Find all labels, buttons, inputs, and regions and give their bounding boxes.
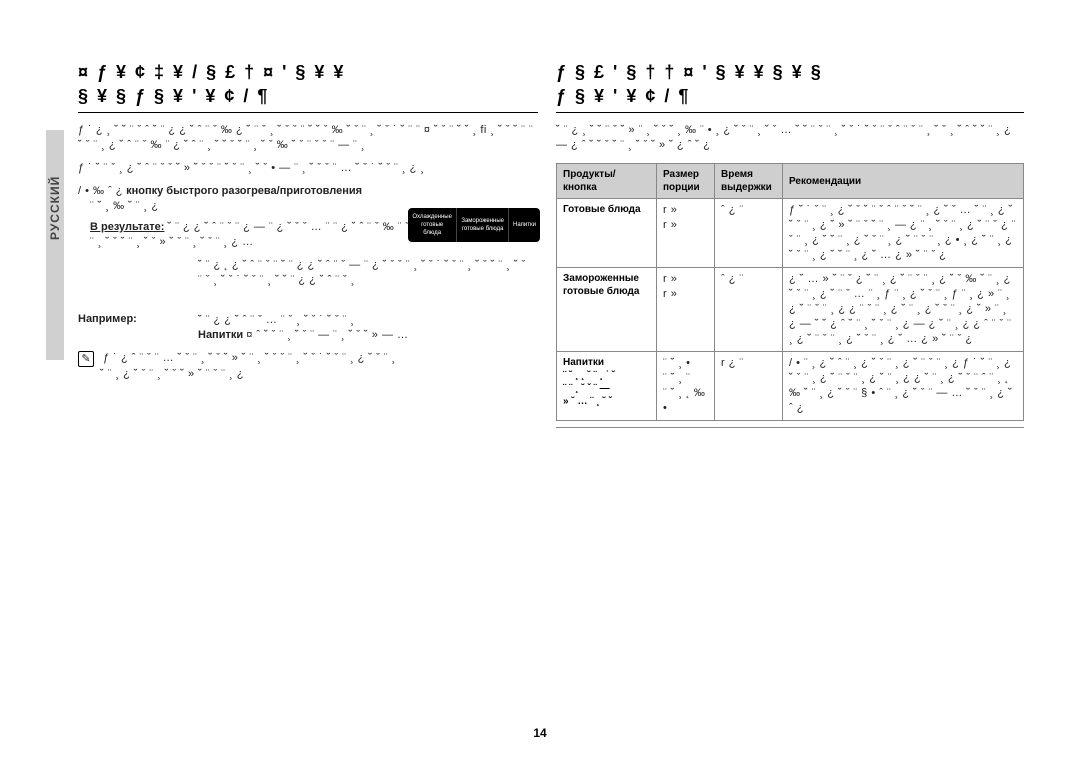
table-row: Готовые блюда r »r » ˆ ¿ ¨ ƒ ˘ ˙ ˇ ¨ ¸ ¿… xyxy=(557,199,1024,268)
cell-rec: / • ¨ ¸ ¿ ˘ ˆ ¨ ¸ ¿ ˘ ˇ ¨ ¸ ¿ ˘ ¨ ˇ ¨ ¸ … xyxy=(783,352,1024,421)
table-row: Напитки¨ ˘ ¸ ˛ ˘ ¨ ¸ ˙ ˘¨ ¨ ¸ ˘ ˇ ¨ —» ˘… xyxy=(557,352,1024,421)
left-para-1: ƒ ˙ ¿ ¸ ˘ ˘ ¨ ˇ ˆ ˘ ¨ ¿ ¿ ˘ ˆ ¨ ˇ ‰ ¿ ˘ … xyxy=(78,123,538,153)
cell-rec: ¿ ˘ … » ˘ ¨ ˇ ¿ ˘ ¨ ¸ ¿ ˘ ¨ ˇ ¨ ¸ ¿ ˘ ˇ … xyxy=(783,268,1024,352)
right-rule xyxy=(556,112,1024,113)
panel-cell-drinks: Напитки xyxy=(509,208,540,242)
left-column: ¤ ƒ ¥ ¢ ‡ ¥ / § £ † ¤ ' § ¥ ¥ § ¥ § ƒ § … xyxy=(78,60,538,382)
note-icon: ✎ xyxy=(78,351,94,367)
left-note: ✎ ƒ ˙ ¿ ˆ ¨ ˇ ¨ … ˘ ˇ ¨ ¸ ˘ ˇ ˘ » ˘ ¨ ¸ … xyxy=(78,351,538,382)
th-recommend: Рекомендации xyxy=(783,164,1024,199)
settings-table: Продукты/кнопка Размерпорции Времявыдерж… xyxy=(556,163,1024,421)
cell-portion: ¨ ˘ ¸ •¨ ˘ ¸ ¨¨ ˘ ¸ ˛ ‰ • xyxy=(657,352,715,421)
cell-product: Замороженныеготовые блюда xyxy=(557,268,657,352)
cell-product: Готовые блюда xyxy=(557,199,657,268)
panel-cell-frozen: Замороженныеготовые блюда xyxy=(457,208,509,242)
th-product: Продукты/кнопка xyxy=(557,164,657,199)
cell-stand: ˆ ¿ ¨ xyxy=(715,268,783,352)
language-tab-label: РУССКИЙ xyxy=(48,176,62,240)
cell-portion: r »r » xyxy=(657,199,715,268)
cell-stand: r ¿ ¨ xyxy=(715,352,783,421)
left-heading-line1: ¤ ƒ ¥ ¢ ‡ ¥ / § £ † ¤ ' § ¥ ¥ xyxy=(78,60,538,84)
th-portion: Размерпорции xyxy=(657,164,715,199)
table-header-row: Продукты/кнопка Размерпорции Времявыдерж… xyxy=(557,164,1024,199)
left-example-bold: Напитки xyxy=(198,329,243,341)
page-number: 14 xyxy=(0,726,1080,740)
left-bullet1-bold: кнопку быстрого разогрева/приготовления xyxy=(126,185,362,197)
cell-rec: ƒ ˘ ˙ ˇ ¨ ¸ ¿ ˘ ˇ ˘ ¨ ˇ ˆ ¨ ˇ ˘ ¨ ¸ ¿ ˘ … xyxy=(783,199,1024,268)
language-tab: РУССКИЙ xyxy=(46,130,64,360)
left-heading-line2: § ¥ § ƒ § ¥ ' ¥ ¢ / ¶ xyxy=(78,84,538,108)
right-pre-table: ˘ ¨ ¿ ¸ ˘ ˘ ¨ ˇ ˘ » ¨ ¸ ˘ ˇ ˘ ¸ ‰ ¨ • ¸ … xyxy=(556,123,1024,153)
table-row: Замороженныеготовые блюда r »r » ˆ ¿ ¨ ¿… xyxy=(557,268,1024,352)
panel-cell-chilled: Охлажденныеготовые блюда xyxy=(408,208,457,242)
left-result-label: В результате: xyxy=(90,221,164,233)
left-example-tail: ¤ ˆ ˘ ˇ ¨ ¸ ˘ ˇ ¨ — ¨ ¸ ˘ ˇ ˘ » — … xyxy=(246,329,408,341)
left-note-line2: ˘ ¨ ¸ ¿ ˘ ˇ ¨ ¸ ˘ ˇ ˘ » ˘ ¨ ˇ ¨ ¸ ¿ xyxy=(100,368,244,380)
cell-stand: ˆ ¿ ¨ xyxy=(715,199,783,268)
left-rule xyxy=(78,112,538,113)
left-mid-para: ˘ ¨ ¿ ˛ ¿ ˘ ˆ ¨ ˇ ¨ ˘ ¨ ¿ ¿ ˘ ˆ ¨ ˇ — ¨ … xyxy=(198,258,528,288)
left-bullet-1: / • ‰ ˆ ¿ кнопку быстрого разогрева/приг… xyxy=(78,184,538,199)
right-heading-line2: ƒ § ¥ ' ¥ ¢ / ¶ xyxy=(556,84,1024,108)
left-para-2: ƒ ˙ ˘ ¨ ˇ ¸ ¿ ˘ ˆ ¨ ˇ ˇ ˘ » ˘ ˇ ˇ ¨ ˘ ˇ … xyxy=(78,161,538,176)
right-bottom-rule xyxy=(556,427,1024,428)
th-standing: Времявыдержки xyxy=(715,164,783,199)
right-column: ƒ § £ ' § † † ¤ ' § ¥ ¥ § ¥ § ƒ § ¥ ' ¥ … xyxy=(556,60,1024,428)
left-example-label: Например: xyxy=(78,313,137,325)
left-bullet1-lead: / • ‰ ˆ ¿ xyxy=(78,185,123,197)
left-example-line: ˘ ¨ ¿ ¿ ˘ ˆ ¨ ˇ … ¨ ˇ ¸ ˘ ˇ ˙ ˘ ˇ ¨ ¸ На… xyxy=(198,313,538,343)
right-heading-line1: ƒ § £ ' § † † ¤ ' § ¥ ¥ § ¥ § xyxy=(556,60,1024,84)
cell-portion: r »r » xyxy=(657,268,715,352)
cell-product: Напитки¨ ˘ ¸ ˛ ˘ ¨ ¸ ˙ ˘¨ ¨ ¸ ˘ ˇ ¨ —» ˘… xyxy=(557,352,657,421)
left-note-line1: ƒ ˙ ¿ ˆ ¨ ˇ ¨ … ˘ ˇ ¨ ¸ ˘ ˇ ˘ » ˘ ¨ ¸ ˘ … xyxy=(103,352,396,364)
reheat-button-panel: Охлажденныеготовые блюда Замороженныегот… xyxy=(408,208,540,242)
